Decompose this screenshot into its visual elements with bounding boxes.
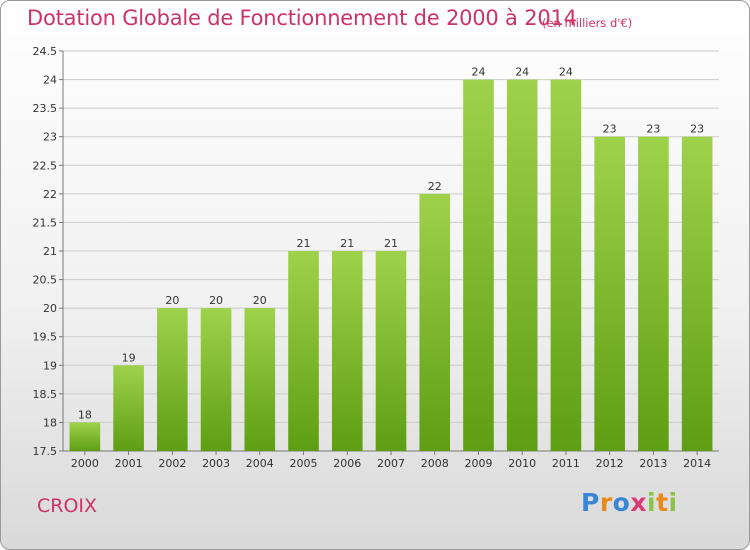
bar-value-label: 20 [165, 294, 179, 307]
x-tick-label: 2008 [421, 457, 449, 470]
x-tick-label: 2012 [596, 457, 624, 470]
x-tick-label: 2000 [71, 457, 99, 470]
bar-2008 [419, 193, 451, 451]
x-tick-label: 2006 [333, 457, 361, 470]
y-tick-label: 23.5 [33, 102, 58, 115]
bar-value-label: 22 [428, 180, 442, 193]
chart-unit: (en milliers d'€) [542, 16, 633, 30]
y-tick-label: 24.5 [33, 45, 58, 58]
x-tick-label: 2004 [246, 457, 274, 470]
bar-2003 [200, 308, 232, 451]
bar-value-label: 21 [297, 237, 311, 250]
bar-2004 [244, 308, 276, 451]
y-tick-label: 24 [43, 74, 57, 87]
x-tick-label: 2014 [683, 457, 711, 470]
bar-value-label: 24 [515, 66, 529, 79]
labels: 17.5 18 18.5 19 19.5 20 20.5 21 21.5 22 22.5 23 23.5… [33, 45, 712, 470]
bar-2012 [594, 136, 625, 451]
y-tick-label: 19.5 [33, 331, 58, 344]
bar-2011 [550, 79, 582, 452]
bar-2014 [681, 136, 713, 451]
logo-letter: x [630, 488, 647, 517]
bar-value-label: 24 [559, 66, 573, 79]
bar-value-label: 24 [471, 66, 485, 79]
bars [69, 79, 713, 452]
logo-letter: r [599, 488, 613, 517]
proxiti-logo[interactable]: Proxiti [581, 488, 678, 517]
y-tick-label: 19 [43, 359, 57, 372]
x-tick-label: 2002 [158, 457, 186, 470]
bar-2000 [69, 422, 101, 451]
x-tick-label: 2003 [202, 457, 230, 470]
bar-2002 [157, 308, 188, 451]
logo-letter: i [668, 488, 678, 517]
x-tick-label: 2011 [552, 457, 580, 470]
bar-2007 [375, 251, 407, 451]
logo-letter: o [612, 488, 631, 517]
bar-value-label: 18 [78, 408, 92, 421]
y-tick-label: 17.5 [33, 445, 58, 458]
y-tick-label: 18 [43, 416, 57, 429]
y-tick-label: 18.5 [33, 388, 58, 401]
bar-2010 [506, 79, 538, 452]
bar-2006 [331, 251, 363, 451]
y-tick-label: 23 [43, 131, 57, 144]
y-tick-label: 22 [43, 188, 57, 201]
y-tick-label: 21.5 [33, 216, 58, 229]
x-tick-label: 2007 [377, 457, 405, 470]
bar-value-label: 20 [209, 294, 223, 307]
y-tick-label: 20 [43, 302, 57, 315]
bar-value-label: 23 [646, 123, 660, 136]
bar-value-label: 23 [603, 123, 617, 136]
logo-letter: i [647, 488, 657, 517]
x-tick-label: 2001 [115, 457, 143, 470]
y-tick-label: 22.5 [33, 159, 58, 172]
x-tick-label: 2009 [464, 457, 492, 470]
bar-value-label: 21 [340, 237, 354, 250]
bar-value-label: 19 [122, 351, 136, 364]
commune-name: CROIX [37, 495, 98, 517]
x-tick-label: 2005 [290, 457, 318, 470]
logo-letter: P [581, 488, 600, 517]
bar-value-label: 23 [690, 123, 704, 136]
x-tick-label: 2013 [639, 457, 667, 470]
bar-2009 [463, 79, 494, 452]
bar-2001 [113, 365, 144, 451]
chart-title: Dotation Globale de Fonctionnement de 20… [27, 6, 577, 30]
bar-2005 [288, 251, 319, 451]
y-tick-label: 20.5 [33, 274, 58, 287]
y-tick-label: 21 [43, 245, 57, 258]
logo-letter: t [656, 488, 669, 517]
bar-value-label: 20 [253, 294, 267, 307]
bar-value-label: 21 [384, 237, 398, 250]
x-tick-label: 2010 [508, 457, 536, 470]
bar-2013 [638, 136, 669, 451]
